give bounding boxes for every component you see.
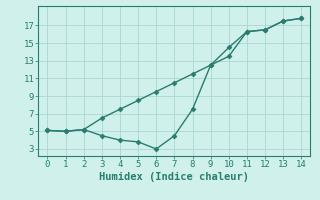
X-axis label: Humidex (Indice chaleur): Humidex (Indice chaleur) <box>100 172 249 182</box>
